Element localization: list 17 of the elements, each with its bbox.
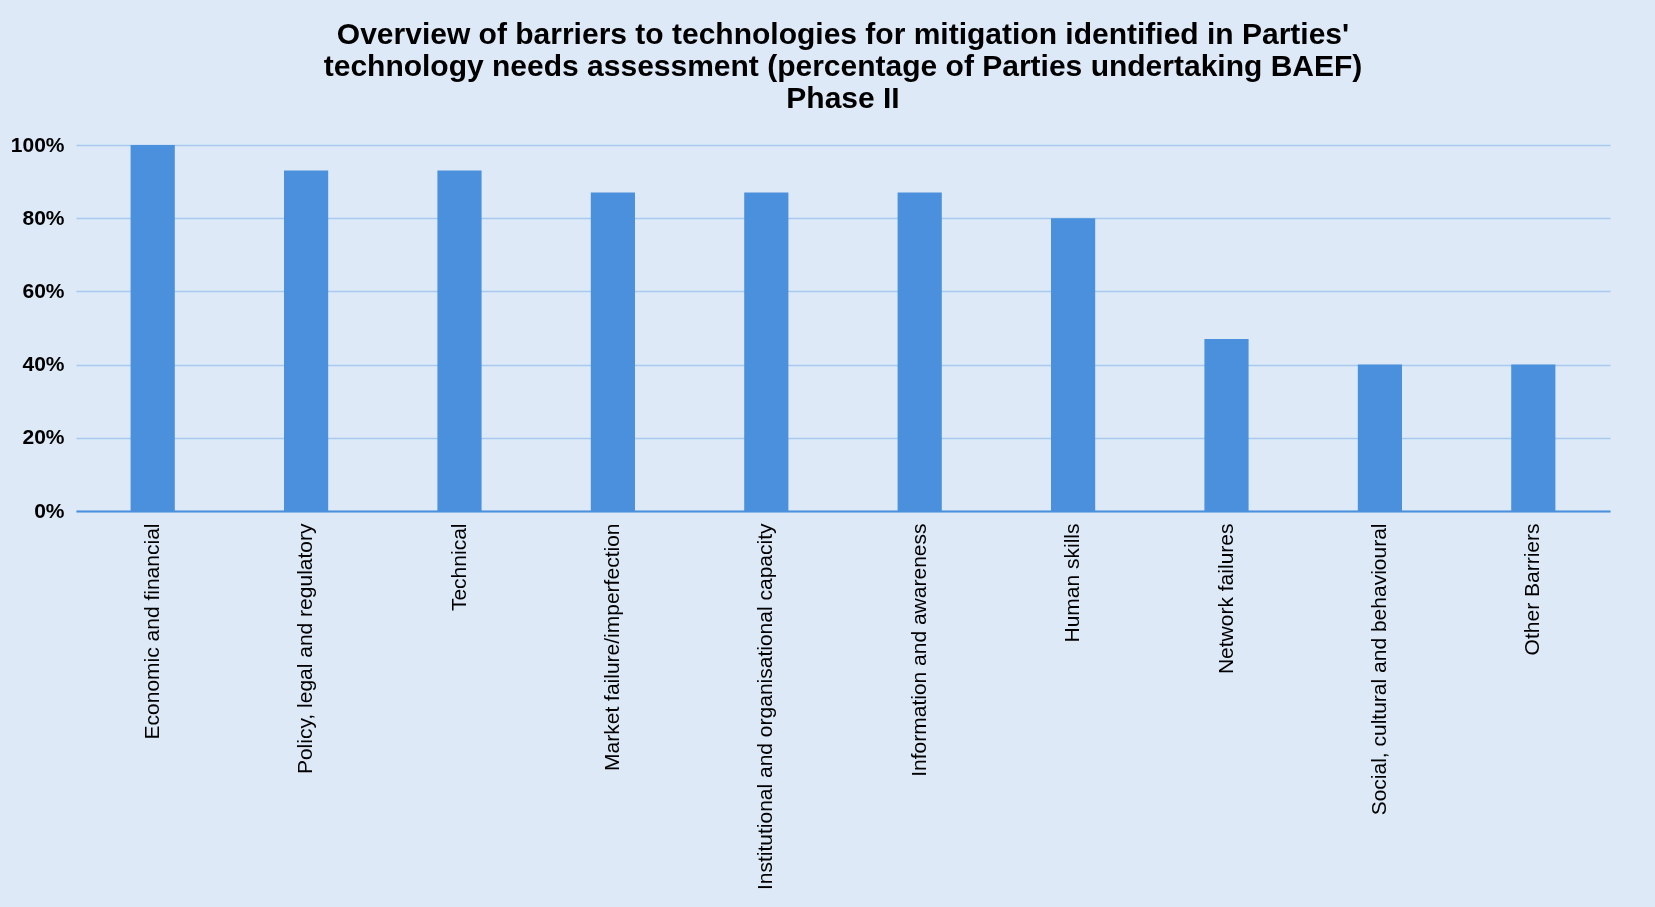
- y-tick-label: 20%: [22, 425, 65, 449]
- x-tick-label: Network failures: [1213, 523, 1237, 675]
- x-tick-label: Institutional and organisational capacity: [753, 523, 777, 891]
- y-tick-label: 0%: [34, 498, 65, 522]
- x-tick-label: Social, cultural and behavioural: [1366, 523, 1390, 816]
- x-tick-label: Other Barriers: [1520, 523, 1544, 656]
- y-tick-label: 80%: [22, 205, 65, 229]
- y-tick-label: 60%: [22, 278, 65, 302]
- x-tick-label: Economic and financial: [139, 523, 163, 740]
- x-tick-label: Policy, legal and regulatory: [293, 523, 317, 775]
- chart-title: Overview of barriers to technologies for mitigation identified in Parties' technology needs assessment (percentage of Parties undertaking BAEF) Phase II: [323, 17, 1363, 114]
- y-tick-label: 100%: [10, 132, 65, 156]
- x-tick-label: Human skills: [1060, 523, 1084, 643]
- y-tick-label: 40%: [22, 352, 65, 376]
- x-tick-label: Market failure/imperfection: [599, 523, 623, 771]
- x-tick-label: Technical: [446, 523, 470, 612]
- x-tick-label: Information and awareness: [906, 523, 930, 777]
